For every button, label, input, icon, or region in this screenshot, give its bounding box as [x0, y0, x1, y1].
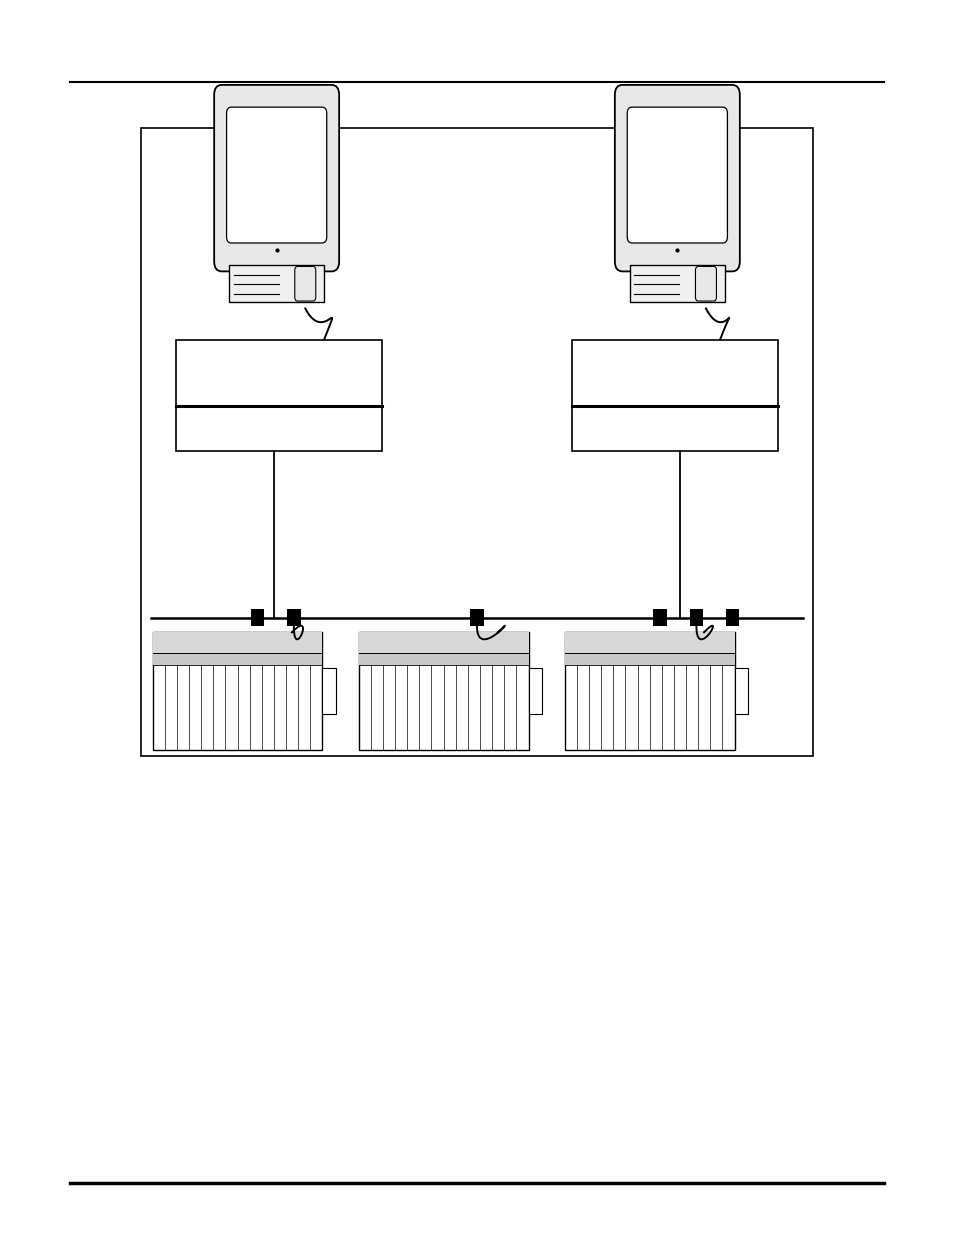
FancyBboxPatch shape [213, 85, 338, 272]
Bar [734, 667, 747, 714]
Bar [287, 609, 300, 626]
Bar [358, 632, 528, 750]
Bar [152, 653, 322, 666]
Bar [725, 609, 739, 626]
Bar [322, 667, 335, 714]
Bar [152, 632, 322, 653]
Bar [564, 632, 734, 750]
Bar [251, 609, 264, 626]
Bar [572, 340, 777, 451]
Bar [689, 609, 702, 626]
FancyBboxPatch shape [294, 267, 315, 301]
Bar [358, 653, 528, 666]
Bar [470, 609, 483, 626]
Bar [564, 632, 734, 653]
Bar [564, 653, 734, 666]
Bar [629, 266, 724, 303]
Bar [152, 632, 322, 750]
Bar [358, 632, 528, 653]
FancyBboxPatch shape [695, 267, 716, 301]
FancyBboxPatch shape [226, 107, 326, 243]
Bar [653, 609, 666, 626]
Bar [141, 128, 812, 756]
Bar [528, 667, 541, 714]
Bar [229, 266, 324, 303]
FancyBboxPatch shape [626, 107, 726, 243]
Bar [176, 340, 381, 451]
FancyBboxPatch shape [614, 85, 740, 272]
